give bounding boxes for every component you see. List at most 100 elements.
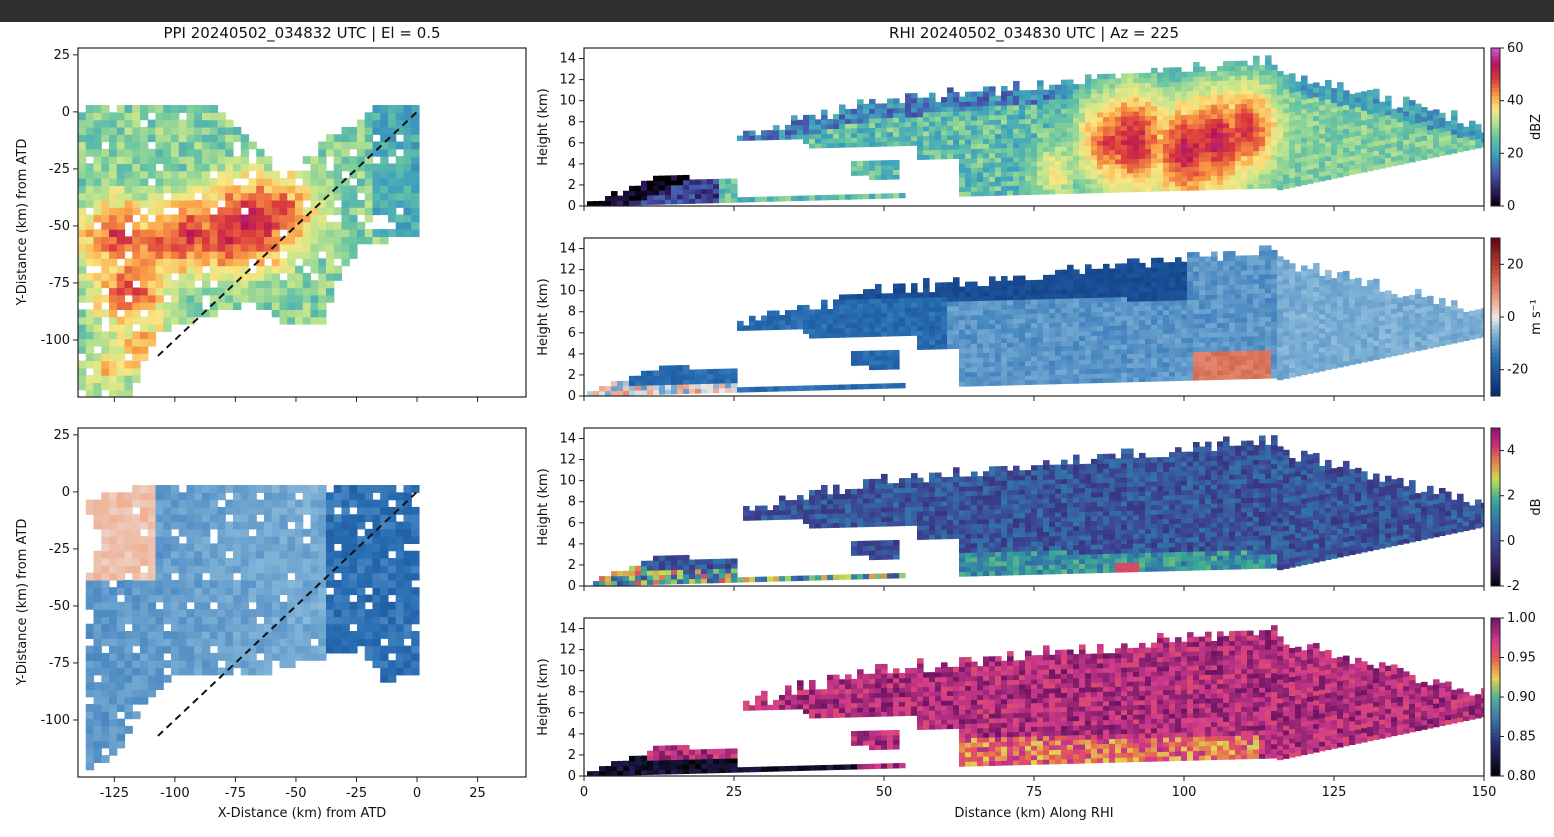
ppi-cell [395, 141, 405, 150]
ppi-cell [101, 704, 110, 712]
rhi-cell [1001, 100, 1008, 106]
ppi-cell [170, 594, 180, 603]
rhi-cell [1367, 165, 1374, 172]
ppi-cell [310, 485, 319, 493]
rhi-cell [905, 116, 912, 123]
ppi-cell [93, 623, 102, 632]
rhi-cell [1349, 160, 1356, 166]
ppi-cell [108, 199, 118, 208]
ppi-cell [186, 528, 195, 537]
ppi-cell [225, 638, 234, 647]
rhi-cell [1307, 173, 1314, 180]
ppi-cell [263, 302, 273, 311]
ppi-cell [147, 514, 157, 523]
ppi-cell [132, 236, 141, 245]
ppi-cell [101, 156, 110, 165]
rhi-cell [989, 190, 996, 196]
ppi-cell [178, 609, 188, 618]
colorbar-step [1491, 67, 1500, 73]
rhi-cell [1169, 72, 1176, 78]
rhi-cell [1247, 160, 1254, 166]
ppi-cell [170, 141, 180, 150]
rhi-cell [1097, 107, 1104, 113]
rhi-cell [1283, 178, 1290, 185]
ppi-cell [310, 652, 319, 661]
ppi-cell [349, 565, 358, 574]
ppi-cell [170, 287, 180, 296]
rhi-cell [1283, 183, 1290, 189]
rhi-cell [1157, 105, 1164, 111]
rhi-cell [1361, 143, 1368, 149]
rhi-cell [881, 136, 888, 142]
ppi-cell [85, 718, 95, 727]
rhi-cell [1121, 87, 1128, 93]
rhi-cell [1175, 176, 1182, 182]
rhi-cell [1373, 107, 1380, 114]
rhi-cell [899, 302, 906, 308]
rhi-cell [1121, 92, 1128, 98]
rhi-cell [1157, 143, 1164, 149]
rhi-cell [887, 98, 894, 104]
ppi-cell [372, 199, 381, 208]
rhi-cell [1091, 168, 1098, 175]
rhi-cell [905, 330, 912, 337]
ppi-cell [186, 214, 195, 223]
ppi-cell [387, 609, 397, 618]
rhi-cell [1199, 185, 1206, 191]
ppi-cell [364, 485, 374, 493]
rhi-cell [1013, 90, 1020, 96]
ppi-cell [387, 141, 397, 150]
ppi-cell [294, 572, 304, 581]
ppi-cell [124, 338, 133, 347]
rhi-cell [1367, 132, 1374, 139]
rhi-cell [653, 370, 660, 376]
ppi-cell [294, 652, 304, 661]
rhi-cell [1031, 170, 1038, 176]
rhi-cell [1265, 131, 1272, 137]
ppi-cell [325, 265, 335, 274]
ppi-cell [178, 294, 188, 303]
rhi-cell [677, 189, 684, 195]
ppi-cell [356, 594, 366, 603]
rhi-cell [1211, 184, 1218, 191]
ppi-cell [325, 521, 335, 530]
rhi-cell [899, 121, 906, 128]
rhi-cell [1457, 137, 1464, 143]
rhi-cell [1205, 123, 1212, 129]
rhi-cell [1079, 145, 1086, 151]
rhi-cell [917, 126, 924, 132]
rhi-cell [1259, 98, 1266, 104]
ppi-cell [225, 243, 234, 252]
ppi-cell [186, 316, 195, 325]
rhi-cell [1121, 182, 1128, 188]
ppi-cell [85, 755, 95, 764]
rhi-cell [809, 138, 816, 144]
ppi-cell [294, 616, 304, 625]
rhi-cell [1217, 80, 1224, 86]
ppi-cell [349, 528, 358, 537]
ppi-cell [403, 579, 412, 588]
ppi-cell [411, 667, 420, 676]
rhi-cell [917, 320, 924, 327]
rhi-cell [935, 325, 942, 331]
ppi-cell [364, 558, 374, 566]
rhi-cell [929, 334, 936, 341]
ppi-cell [217, 536, 226, 545]
rhi-cell [1439, 112, 1446, 119]
ppi-cell [217, 616, 226, 625]
ppi-cell [341, 521, 350, 530]
ppi-cell [287, 309, 296, 318]
rhi-cell [893, 302, 900, 308]
rhi-cell [1187, 71, 1194, 77]
rhi-cell [935, 111, 942, 117]
rhi-cell [965, 333, 972, 340]
rhi-cell [647, 194, 654, 201]
ppi-cell [387, 119, 397, 128]
ppi-cell [240, 492, 250, 501]
rhi-cell [653, 379, 660, 386]
rhi-cell [1031, 89, 1038, 96]
rhi-cell [839, 137, 846, 144]
rhi-cell [671, 175, 678, 181]
ppi-cell [232, 587, 242, 596]
rhi-cell [869, 298, 876, 304]
